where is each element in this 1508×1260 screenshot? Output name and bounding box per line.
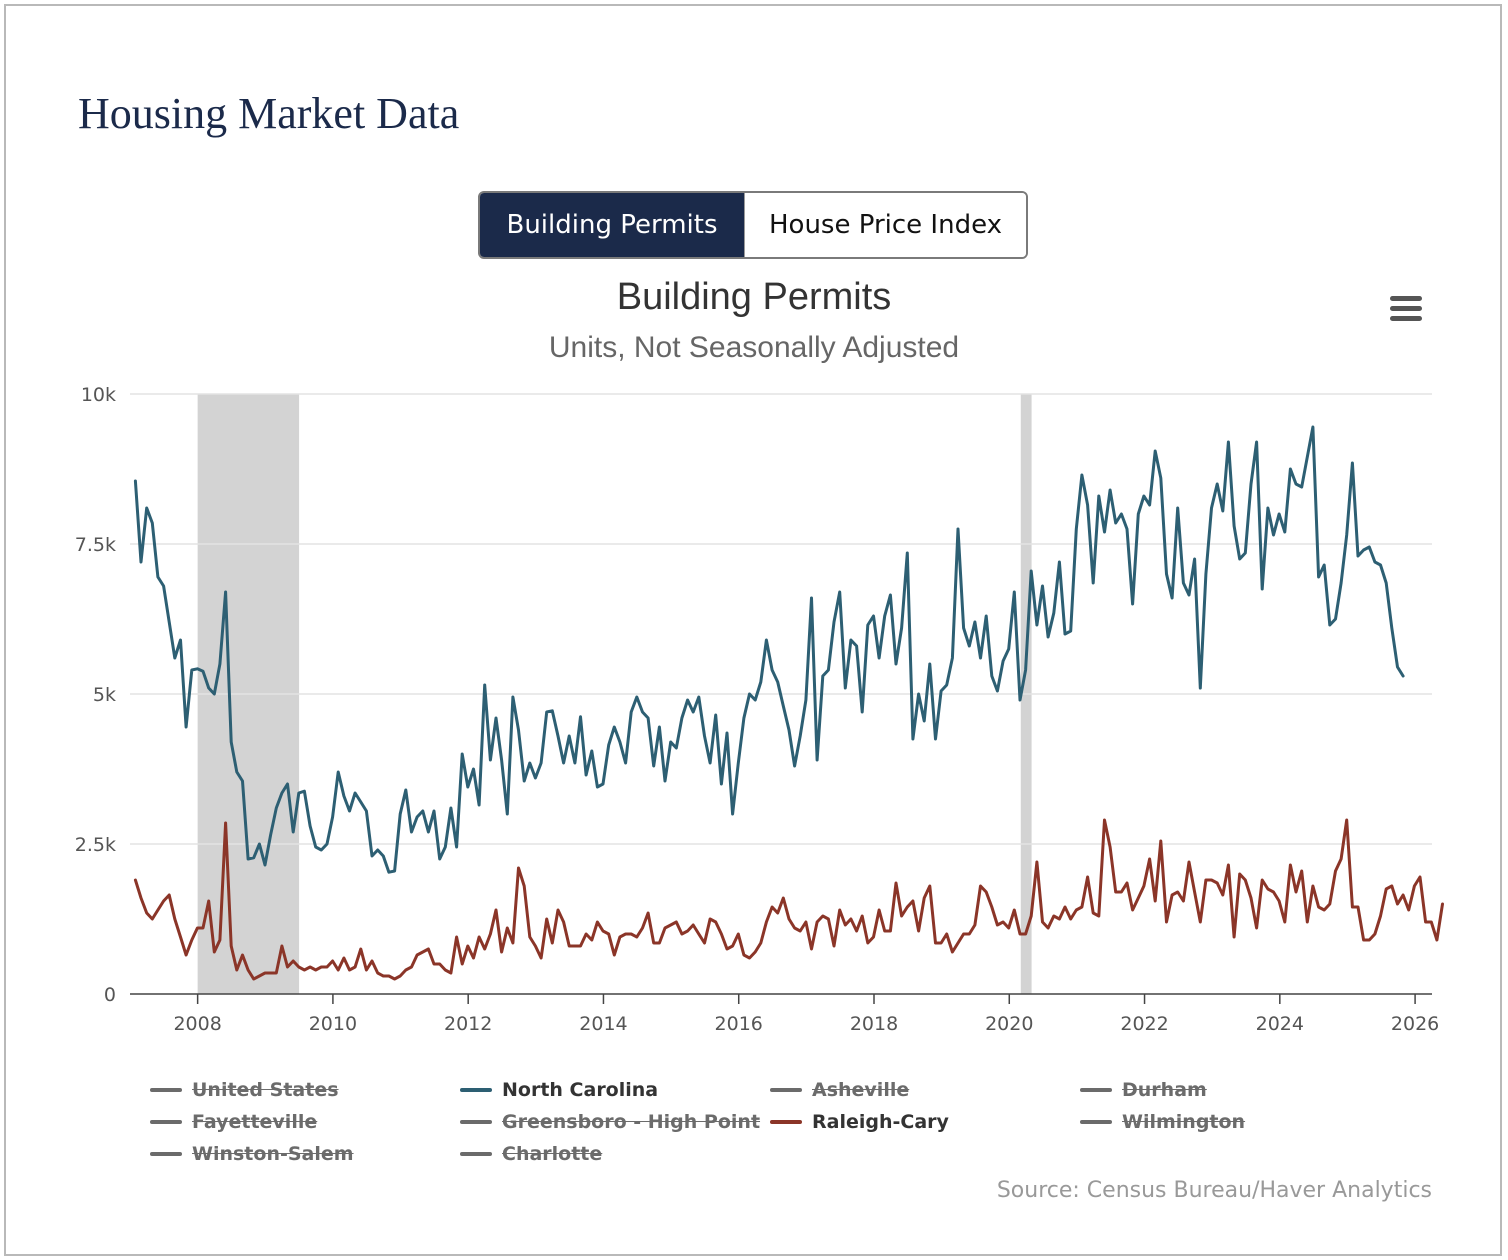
y-tick-label: 7.5k	[75, 534, 116, 556]
legend-swatch	[460, 1152, 492, 1156]
legend-item-north-carolina[interactable]: North Carolina	[460, 1075, 658, 1105]
legend-item-fayetteville[interactable]: Fayetteville	[150, 1107, 317, 1137]
legend-label: United States	[192, 1079, 339, 1101]
legend-swatch	[460, 1120, 492, 1124]
legend-item-winston-salem[interactable]: Winston-Salem	[150, 1139, 354, 1169]
legend-label: Durham	[1122, 1079, 1207, 1101]
legend-swatch	[460, 1088, 492, 1092]
legend-swatch	[770, 1120, 802, 1124]
x-tick-label: 2020	[985, 1013, 1033, 1035]
legend-swatch	[770, 1088, 802, 1092]
house-price-index-tab[interactable]: House Price Index	[744, 193, 1026, 257]
chart-subtitle: Units, Not Seasonally Adjusted	[549, 331, 959, 364]
source-note: Source: Census Bureau/Haver Analytics	[996, 1178, 1432, 1203]
chart-menu-button[interactable]	[1388, 294, 1424, 324]
legend-label: Charlotte	[502, 1143, 603, 1165]
legend-label: North Carolina	[502, 1079, 659, 1101]
series-line-north-carolina[interactable]	[133, 425, 1405, 874]
series-line-raleigh-cary[interactable]	[133, 818, 1444, 981]
legend-item-charlotte[interactable]: Charlotte	[460, 1139, 602, 1169]
legend-swatch	[150, 1120, 182, 1124]
legend-item-raleigh-cary[interactable]: Raleigh-Cary	[770, 1107, 949, 1137]
building-permits-chart: Building Permits Units, Not Seasonally A…	[75, 276, 1444, 1035]
hamburger-icon	[1390, 316, 1422, 321]
x-tick-label: 2022	[1120, 1013, 1168, 1035]
legend-swatch	[150, 1088, 182, 1092]
legend-item-united-states[interactable]: United States	[150, 1075, 339, 1105]
y-tick-label: 2.5k	[75, 834, 116, 856]
x-tick-label: 2024	[1256, 1013, 1304, 1035]
legend-label: Asheville	[812, 1079, 910, 1101]
legend-label: Greensboro - High Point	[502, 1111, 761, 1133]
legend-label: Wilmington	[1122, 1111, 1246, 1133]
legend-swatch	[1080, 1120, 1112, 1124]
x-tick-label: 2026	[1391, 1013, 1439, 1035]
y-tick-label: 5k	[93, 684, 116, 706]
legend-item-asheville[interactable]: Asheville	[770, 1075, 909, 1105]
x-tick-label: 2012	[444, 1013, 492, 1035]
x-tick-label: 2014	[579, 1013, 627, 1035]
legend-label: Raleigh-Cary	[812, 1111, 949, 1133]
y-tick-label: 10k	[81, 384, 116, 406]
hamburger-icon	[1390, 296, 1422, 301]
legend-swatch	[1080, 1088, 1112, 1092]
x-tick-label: 2010	[309, 1013, 357, 1035]
chart-toggle: Building Permits House Price Index	[478, 191, 1028, 259]
legend-label: Winston-Salem	[192, 1143, 354, 1165]
x-tick-label: 2018	[850, 1013, 898, 1035]
legend-item-greensboro-high-point[interactable]: Greensboro - High Point	[460, 1107, 760, 1137]
chart-title: Building Permits	[617, 276, 892, 318]
y-tick-label: 0	[104, 984, 116, 1006]
legend-label: Fayetteville	[192, 1111, 318, 1133]
page-title: Housing Market Data	[78, 89, 460, 138]
building-permits-tab[interactable]: Building Permits	[480, 193, 744, 257]
x-tick-label: 2008	[173, 1013, 221, 1035]
legend-item-durham[interactable]: Durham	[1080, 1075, 1207, 1105]
x-tick-label: 2016	[715, 1013, 763, 1035]
hamburger-icon	[1390, 306, 1422, 311]
legend-swatch	[150, 1152, 182, 1156]
legend-item-wilmington[interactable]: Wilmington	[1080, 1107, 1245, 1137]
